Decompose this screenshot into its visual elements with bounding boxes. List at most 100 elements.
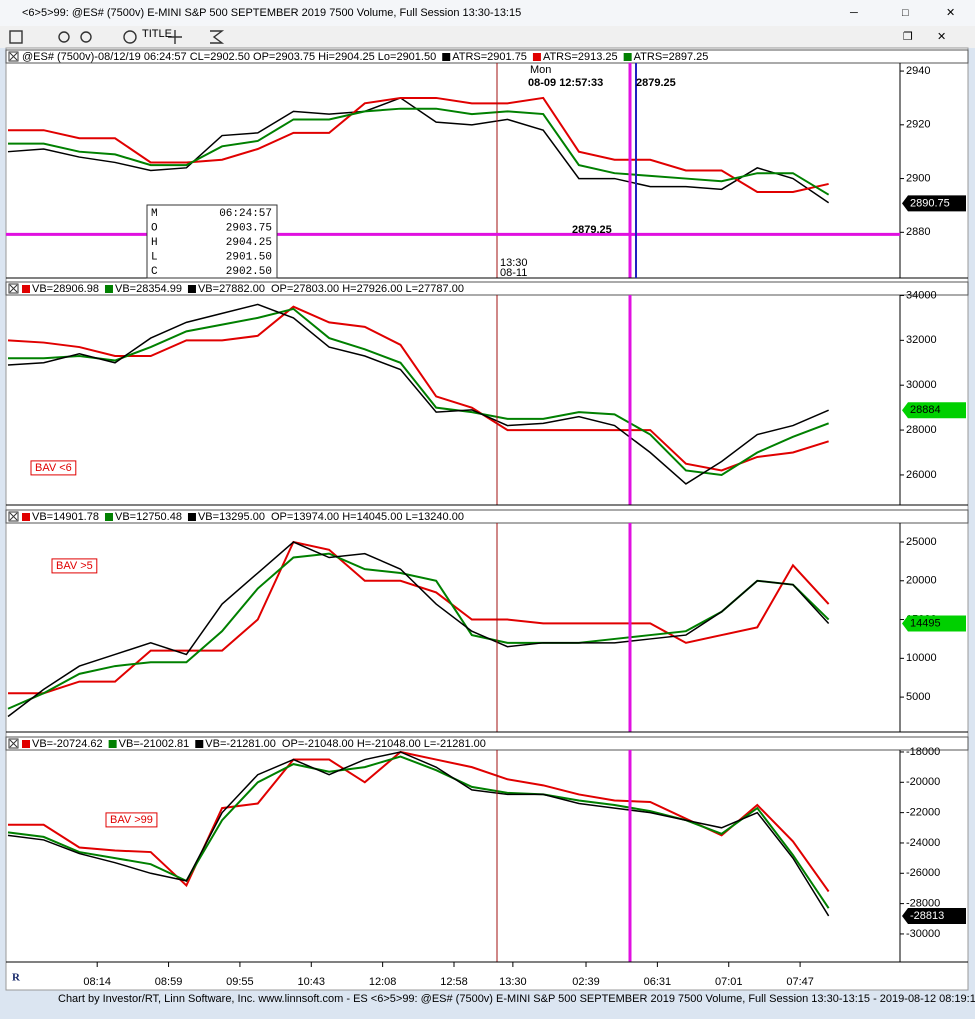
y-tick-label: -26000 bbox=[906, 867, 940, 879]
x-tick-label: 09:55 bbox=[226, 976, 254, 988]
pane-title: @ES# (7500v)-08/12/19 06:24:57 CL=2902.5… bbox=[22, 51, 436, 63]
legend-swatch bbox=[187, 513, 196, 521]
legend-swatch bbox=[22, 513, 30, 521]
y-tick-label: 32000 bbox=[906, 334, 937, 346]
data-window-key: M bbox=[151, 208, 158, 220]
legend-swatch bbox=[195, 740, 204, 748]
series-line bbox=[7, 541, 830, 718]
toolbar-icon[interactable] bbox=[168, 30, 182, 44]
pane-header bbox=[5, 509, 969, 524]
data-window-value: 2902.50 bbox=[226, 266, 272, 278]
pane-header bbox=[5, 736, 969, 751]
y-tick-label: 5000 bbox=[906, 691, 930, 703]
legend-entry: VB=-21002.81 bbox=[119, 738, 190, 750]
last-value-tag: 28884 bbox=[902, 402, 966, 419]
cursor-axis-time: 13:30 bbox=[500, 257, 528, 269]
toolbar-icon[interactable] bbox=[210, 30, 225, 44]
y-tick-label: 28000 bbox=[906, 424, 937, 436]
y-tick-label: 2920 bbox=[906, 119, 930, 131]
x-tick-label: 07:01 bbox=[715, 976, 743, 988]
legend-entry: VB=13295.00 bbox=[198, 511, 265, 523]
last-value-tag: 14495 bbox=[902, 615, 966, 632]
series-line bbox=[7, 97, 830, 204]
data-window-value: 2901.50 bbox=[226, 251, 272, 263]
y-tick-label: 2880 bbox=[906, 226, 930, 238]
logo: R bbox=[12, 972, 21, 984]
y-tick-label: -18000 bbox=[906, 746, 940, 758]
pane-ohlc: OP=27803.00 H=27926.00 L=27787.00 bbox=[271, 283, 464, 295]
toolbar-icon[interactable] bbox=[9, 30, 23, 44]
pane-ohlc: OP=13974.00 H=14045.00 L=13240.00 bbox=[271, 511, 464, 523]
data-window-key: C bbox=[151, 266, 158, 278]
series-line bbox=[7, 303, 829, 485]
last-value-box bbox=[902, 907, 966, 924]
x-tick-label: 02:39 bbox=[572, 976, 600, 988]
legend-swatch bbox=[22, 285, 30, 293]
legend-swatch bbox=[623, 53, 632, 61]
x-tick-label: 06:31 bbox=[644, 976, 672, 988]
toolbar-icon[interactable] bbox=[58, 31, 70, 43]
last-value-box bbox=[902, 402, 966, 419]
pane-close-x bbox=[9, 52, 18, 61]
y-tick-label: -28000 bbox=[906, 898, 940, 910]
legend-swatch bbox=[187, 285, 196, 293]
series-line bbox=[8, 307, 829, 476]
pane-close-x bbox=[9, 512, 18, 521]
maximize-button[interactable]: □ bbox=[902, 7, 909, 19]
title-bar bbox=[0, 0, 975, 26]
toolbar-label[interactable]: TITLE bbox=[142, 28, 172, 40]
y-tick-label: 34000 bbox=[906, 289, 937, 301]
restore-icon[interactable]: ❐ bbox=[903, 31, 913, 43]
window-title: <6>5>99: @ES# (7500v) E-MINI S&P 500 SEP… bbox=[22, 7, 521, 19]
x-tick-label: 08:14 bbox=[83, 976, 111, 988]
series-line bbox=[7, 552, 830, 710]
legend-entry: VB=14901.78 bbox=[32, 511, 99, 523]
x-tick-label: 10:43 bbox=[298, 976, 326, 988]
series-line bbox=[8, 96, 829, 193]
legend-entry: VB=28906.98 bbox=[32, 283, 99, 295]
x-tick-label: 07:47 bbox=[786, 976, 814, 988]
toolbar-icon[interactable] bbox=[123, 30, 137, 44]
close-button[interactable]: ✕ bbox=[946, 7, 955, 19]
legend-entry: VB=-20724.62 bbox=[32, 738, 103, 750]
legend-swatch bbox=[442, 53, 451, 61]
annotation-box bbox=[51, 558, 98, 574]
cursor-price-line-label: 2879.25 bbox=[572, 224, 612, 236]
toolbar-icon[interactable] bbox=[80, 31, 92, 43]
data-window-value: 06:24:57 bbox=[219, 208, 272, 220]
legend-entry: VB=28354.99 bbox=[115, 283, 182, 295]
data-window-key: O bbox=[151, 222, 158, 234]
last-value-box bbox=[902, 195, 966, 212]
legend-swatch bbox=[532, 53, 541, 61]
x-tick-label: 12:58 bbox=[440, 976, 468, 988]
cursor-price: 2879.25 bbox=[636, 77, 676, 89]
x-tick-label: 08:59 bbox=[155, 976, 183, 988]
last-value-label: 2890.75 bbox=[910, 197, 950, 209]
last-value-label: 14495 bbox=[910, 617, 941, 629]
last-value-label: 28884 bbox=[910, 404, 941, 416]
data-window-value: 2903.75 bbox=[226, 222, 272, 234]
x-tick-label: 12:08 bbox=[369, 976, 397, 988]
series-line bbox=[7, 755, 830, 909]
pane-header bbox=[5, 49, 969, 64]
y-tick-label: 2940 bbox=[906, 65, 930, 77]
annotation-box bbox=[30, 460, 77, 476]
series-line bbox=[8, 107, 830, 196]
legend-entry: VB=27882.00 bbox=[198, 283, 265, 295]
last-value-box bbox=[902, 615, 966, 632]
data-window-key: H bbox=[151, 237, 158, 249]
series-line bbox=[7, 305, 829, 472]
last-value-tag: 2890.75 bbox=[902, 195, 966, 212]
data-window bbox=[146, 204, 278, 279]
close-chart[interactable]: ✕ bbox=[937, 31, 946, 43]
data-window-key: L bbox=[151, 251, 158, 263]
data-window-value: 2904.25 bbox=[226, 237, 272, 249]
y-tick-label: 2900 bbox=[906, 172, 930, 184]
minimize-button[interactable]: ─ bbox=[849, 7, 858, 19]
legend-entry: ATRS=2913.25 bbox=[543, 51, 618, 63]
y-tick-label: 30000 bbox=[906, 379, 937, 391]
y-tick-label: 25000 bbox=[906, 536, 937, 548]
annotation: BAV >99 bbox=[110, 814, 153, 826]
y-tick-label: 10000 bbox=[906, 652, 937, 664]
